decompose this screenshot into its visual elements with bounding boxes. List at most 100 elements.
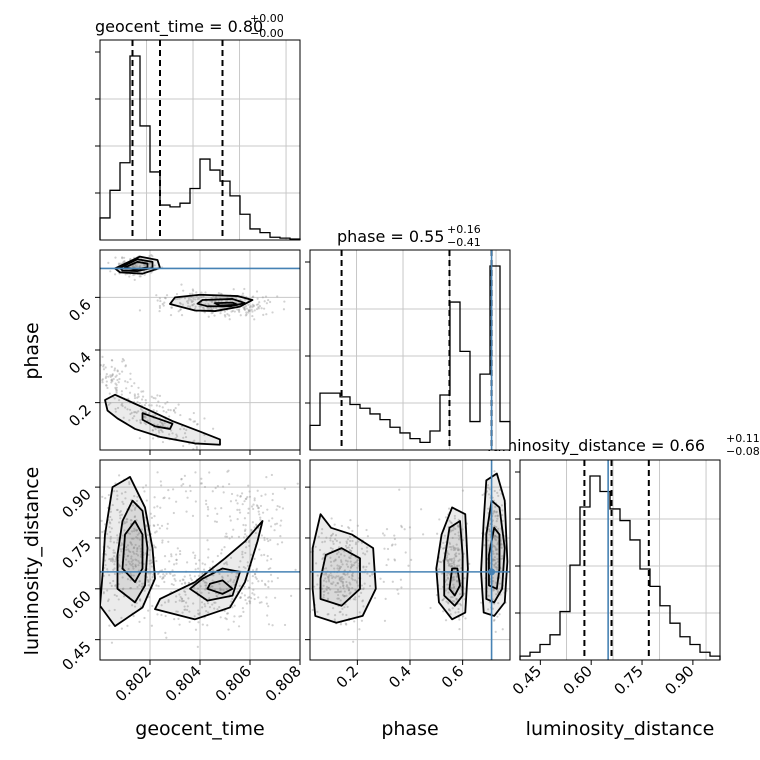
sample-point — [324, 567, 328, 570]
sample-point — [245, 313, 248, 316]
sample-point — [356, 566, 359, 569]
sample-point — [224, 562, 227, 565]
sample-point — [182, 482, 185, 486]
density-fill — [117, 500, 148, 603]
density-fill — [444, 521, 463, 606]
sample-point — [351, 529, 354, 533]
sample-point — [86, 370, 88, 372]
sample-point — [455, 552, 458, 555]
sample-point — [225, 535, 229, 538]
sample-point — [178, 593, 181, 596]
sample-point — [260, 307, 263, 310]
sample-point — [161, 541, 164, 544]
sample-point — [246, 579, 249, 582]
sample-point — [112, 568, 115, 571]
sample-point — [143, 616, 146, 620]
sample-point — [331, 532, 335, 535]
sample-point — [115, 383, 118, 386]
sample-point — [131, 562, 134, 565]
sample-point — [153, 531, 157, 534]
sample-point — [343, 594, 346, 598]
sample-point — [343, 569, 347, 572]
sample-point — [247, 309, 250, 313]
sample-point — [501, 513, 504, 517]
sample-point — [334, 576, 337, 579]
sample-point — [365, 565, 368, 568]
sample-point — [138, 309, 142, 312]
sample-point — [174, 600, 177, 604]
sample-point — [156, 471, 159, 474]
sample-point — [248, 600, 251, 603]
sample-point — [127, 548, 130, 551]
sample-point — [344, 559, 348, 562]
sample-point — [176, 435, 179, 438]
sample-point — [264, 493, 267, 496]
sample-point — [129, 579, 132, 582]
sample-point — [262, 313, 265, 316]
sample-point — [180, 455, 182, 457]
sample-point — [163, 580, 166, 584]
sample-point — [122, 502, 125, 505]
sample-point — [184, 593, 187, 596]
sample-point — [303, 519, 305, 521]
sample-point — [226, 470, 229, 473]
sample-point — [333, 523, 336, 526]
sample-point — [220, 299, 223, 302]
sample-point — [123, 529, 126, 532]
sample-point — [257, 580, 260, 583]
sample-point — [150, 404, 153, 407]
sample-point — [260, 579, 264, 583]
sample-point — [110, 527, 113, 530]
sample-point — [453, 557, 456, 560]
title-phase-minus: −0.41 — [447, 236, 481, 249]
sample-point — [266, 559, 269, 562]
density-fill — [190, 568, 240, 601]
sample-point — [115, 386, 118, 389]
sample-point — [252, 503, 255, 506]
sample-point — [155, 404, 158, 407]
sample-point — [201, 606, 204, 609]
sample-point — [110, 379, 113, 382]
sample-point — [334, 559, 337, 562]
sample-point — [174, 579, 177, 582]
sample-point — [325, 573, 328, 576]
sample-point — [337, 556, 341, 559]
sample-point — [247, 303, 250, 306]
sample-point — [118, 377, 121, 381]
sample-point — [488, 528, 491, 531]
sample-point — [348, 527, 351, 530]
sample-point — [123, 520, 126, 523]
sample-point — [271, 517, 274, 520]
sample-point — [125, 558, 128, 561]
sample-point — [163, 422, 166, 425]
sample-point — [494, 538, 497, 541]
sample-point — [146, 533, 150, 537]
sample-point — [229, 519, 232, 522]
sample-point — [143, 416, 146, 419]
sample-point — [347, 526, 350, 529]
sample-point — [115, 389, 118, 392]
sample-point — [215, 594, 218, 598]
sample-point — [189, 489, 192, 493]
sample-point — [341, 582, 344, 585]
sample-point — [231, 597, 234, 601]
sample-point — [183, 605, 186, 608]
ylabel-phase: phase — [21, 322, 43, 379]
panel-content — [86, 253, 300, 457]
sample-point — [347, 546, 350, 549]
sample-point — [337, 590, 340, 593]
sample-point — [182, 289, 185, 292]
density-fill — [100, 476, 155, 627]
sample-point — [143, 589, 146, 592]
sample-point — [248, 305, 252, 309]
sample-point — [153, 496, 156, 499]
sample-point — [126, 624, 129, 627]
sample-point — [240, 592, 244, 595]
sample-point — [451, 596, 454, 599]
sample-point — [129, 550, 132, 554]
sample-point — [239, 494, 242, 498]
sample-point — [224, 535, 227, 538]
sample-point — [258, 548, 261, 551]
sample-point — [357, 595, 361, 598]
sample-point — [203, 563, 207, 566]
